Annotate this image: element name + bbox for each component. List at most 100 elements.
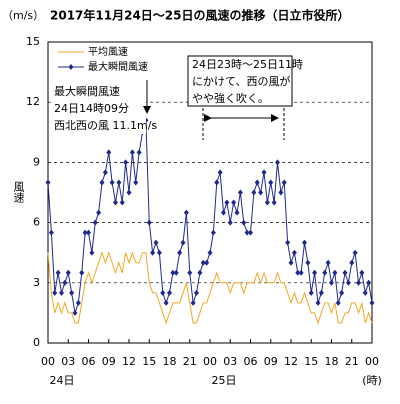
unit-label: （m/s） [2,9,44,22]
data-point [69,289,75,296]
data-point [339,289,345,296]
x-tick-label: 00 [365,355,379,368]
legend-label: 最大瞬間風速 [88,60,148,73]
data-point [227,219,233,226]
data-point [153,239,159,246]
data-point [79,269,85,276]
data-point [271,199,277,206]
x-tick-label: 03 [223,355,237,368]
data-point [96,209,102,216]
data-point [231,199,237,206]
data-point [194,289,199,296]
data-point [352,249,358,256]
data-point [221,209,226,216]
data-point [312,269,318,276]
x-tick-label: 06 [82,355,96,368]
data-point [305,259,311,266]
data-point [207,249,213,256]
data-point [170,269,176,276]
data-point [113,199,118,206]
data-point [167,289,172,296]
data-point [156,249,162,256]
data-point [258,189,264,196]
legend-box [52,45,160,75]
data-point [251,189,257,196]
data-point [325,259,331,266]
data-point [359,269,365,276]
data-point [349,259,355,266]
data-point [366,279,372,286]
data-point [190,299,196,306]
annotation-box [52,84,146,134]
data-point [268,179,274,186]
data-point [237,189,243,196]
y-tick-label: 0 [33,336,40,349]
data-point [322,269,328,276]
data-point [369,299,375,306]
series-line [47,251,373,325]
data-point [123,159,129,166]
x-tick-label: 21 [345,355,359,368]
chart-title: 2017年11月24日～25日の風速の推移（日立市役所） [50,8,350,23]
annotation: 24日14時09分 [54,102,129,115]
data-point [86,229,91,236]
data-point [65,269,71,276]
data-point [99,179,105,186]
x-tick-label: 21 [183,355,197,368]
data-point [55,269,61,276]
data-point [254,179,260,186]
data-point [89,249,95,256]
data-point [59,289,64,296]
day-label: 24日 [50,374,75,387]
data-point [356,279,361,286]
data-point [187,269,193,276]
data-point [126,189,132,196]
data-point [335,299,341,306]
data-point [217,169,223,176]
data-point [275,159,280,166]
data-point [241,219,247,226]
data-point [45,179,51,186]
data-point [332,269,338,276]
annotation: 西北西の風 11.1m/s [54,119,157,132]
data-point [302,239,307,246]
data-point [342,269,348,276]
data-point [62,279,68,286]
x-unit-label: (時) [362,374,382,387]
data-point [285,239,291,246]
x-tick-label: 06 [244,355,258,368]
data-point [146,219,152,226]
annotation: やや強く吹く。 [192,92,269,105]
data-point [234,209,240,216]
annotation-box [187,55,293,107]
data-point [288,259,294,266]
data-point [160,289,166,296]
x-tick-label: 00 [203,355,217,368]
data-point [345,279,351,286]
data-point [329,279,334,286]
data-point [129,149,135,156]
x-tick-label: 12 [284,355,298,368]
data-point [295,269,301,276]
data-point [244,229,250,236]
data-point [204,259,210,266]
data-point [109,179,115,186]
y-tick-label: 12 [26,95,40,108]
annotation: にかけて、西の風が [192,74,290,88]
data-point [183,209,189,216]
x-tick-label: 18 [325,355,339,368]
x-tick-label: 03 [61,355,75,368]
y-axis-label: 風速 [12,181,25,203]
data-point [48,229,54,236]
y-tick-label: 15 [26,35,40,48]
data-point [278,189,284,196]
x-tick-label: 09 [102,355,116,368]
data-point [119,199,125,206]
data-point [315,299,321,306]
y-tick-label: 3 [33,276,40,289]
data-point [150,249,156,256]
x-tick-label: 18 [163,355,177,368]
data-point [116,179,122,186]
data-point [200,259,206,266]
